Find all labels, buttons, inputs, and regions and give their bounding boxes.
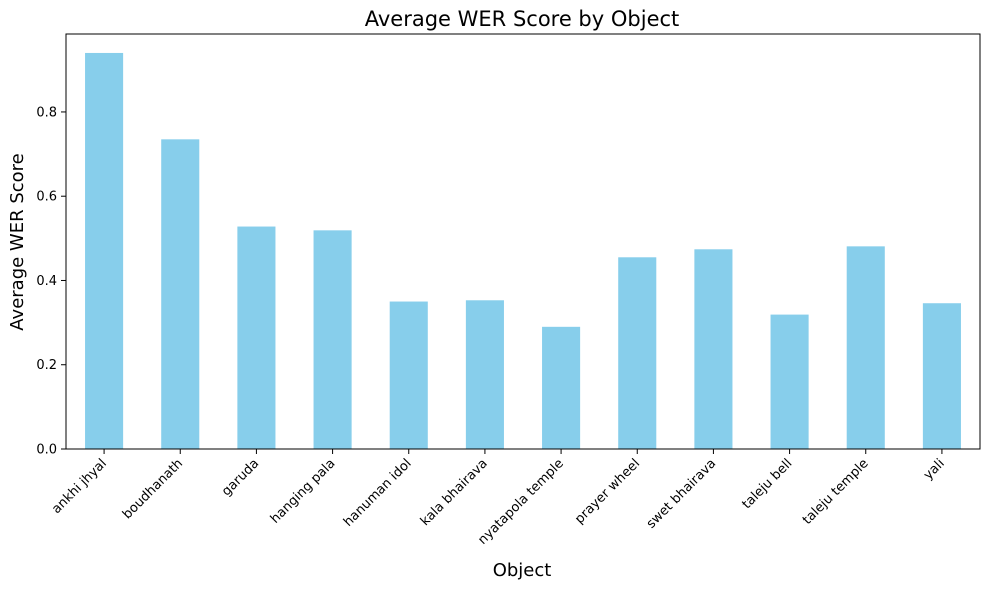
y-axis-label: Average WER Score [7,153,28,330]
x-tick-label-7: prayer wheel [572,456,643,527]
axes-frame [65,33,981,450]
bar-1 [161,139,200,449]
y-tick-label-3: 0.6 [36,190,57,205]
x-tick-label-6: nyatapola temple [475,456,567,548]
y-tick-label-0: 0.0 [36,443,57,458]
bar-0 [85,52,124,450]
x-tick-label-8: swet bhairava [644,456,719,531]
bar-6 [542,326,581,449]
chart-title: Average WER Score by Object [365,7,680,31]
bar-8 [694,249,733,449]
y-tick-label-2: 0.4 [36,274,57,289]
bar-7 [618,257,657,449]
x-tick-label-2: garuda [219,456,262,499]
bar-9 [770,314,809,449]
x-tick-label-10: taleju temple [800,456,872,528]
bar-2 [237,226,276,449]
x-tick-label-5: kala bhairava [418,456,491,529]
x-tick-label-0: ankhi jhyal [49,456,110,517]
plot-area: 0.0 0.2 0.4 0.6 0.8 ankhi jhyal boudhanath garu… [36,33,981,548]
x-tick-label-4: hanuman idol [341,456,415,530]
bar-11 [922,303,961,449]
x-tick-label-1: boudhanath [120,456,186,522]
bar-5 [465,300,504,449]
bar-10 [846,246,885,449]
bar-3 [313,230,352,449]
y-tick-label-4: 0.8 [36,105,57,120]
bar-4 [389,301,428,449]
x-tick-label-3: hanging pala [268,456,339,527]
x-axis-label: Object [493,560,552,581]
x-tick-label-11: yali [921,456,948,483]
x-tick-label-9: taleju bell [739,456,795,512]
y-tick-label-1: 0.2 [36,358,57,373]
